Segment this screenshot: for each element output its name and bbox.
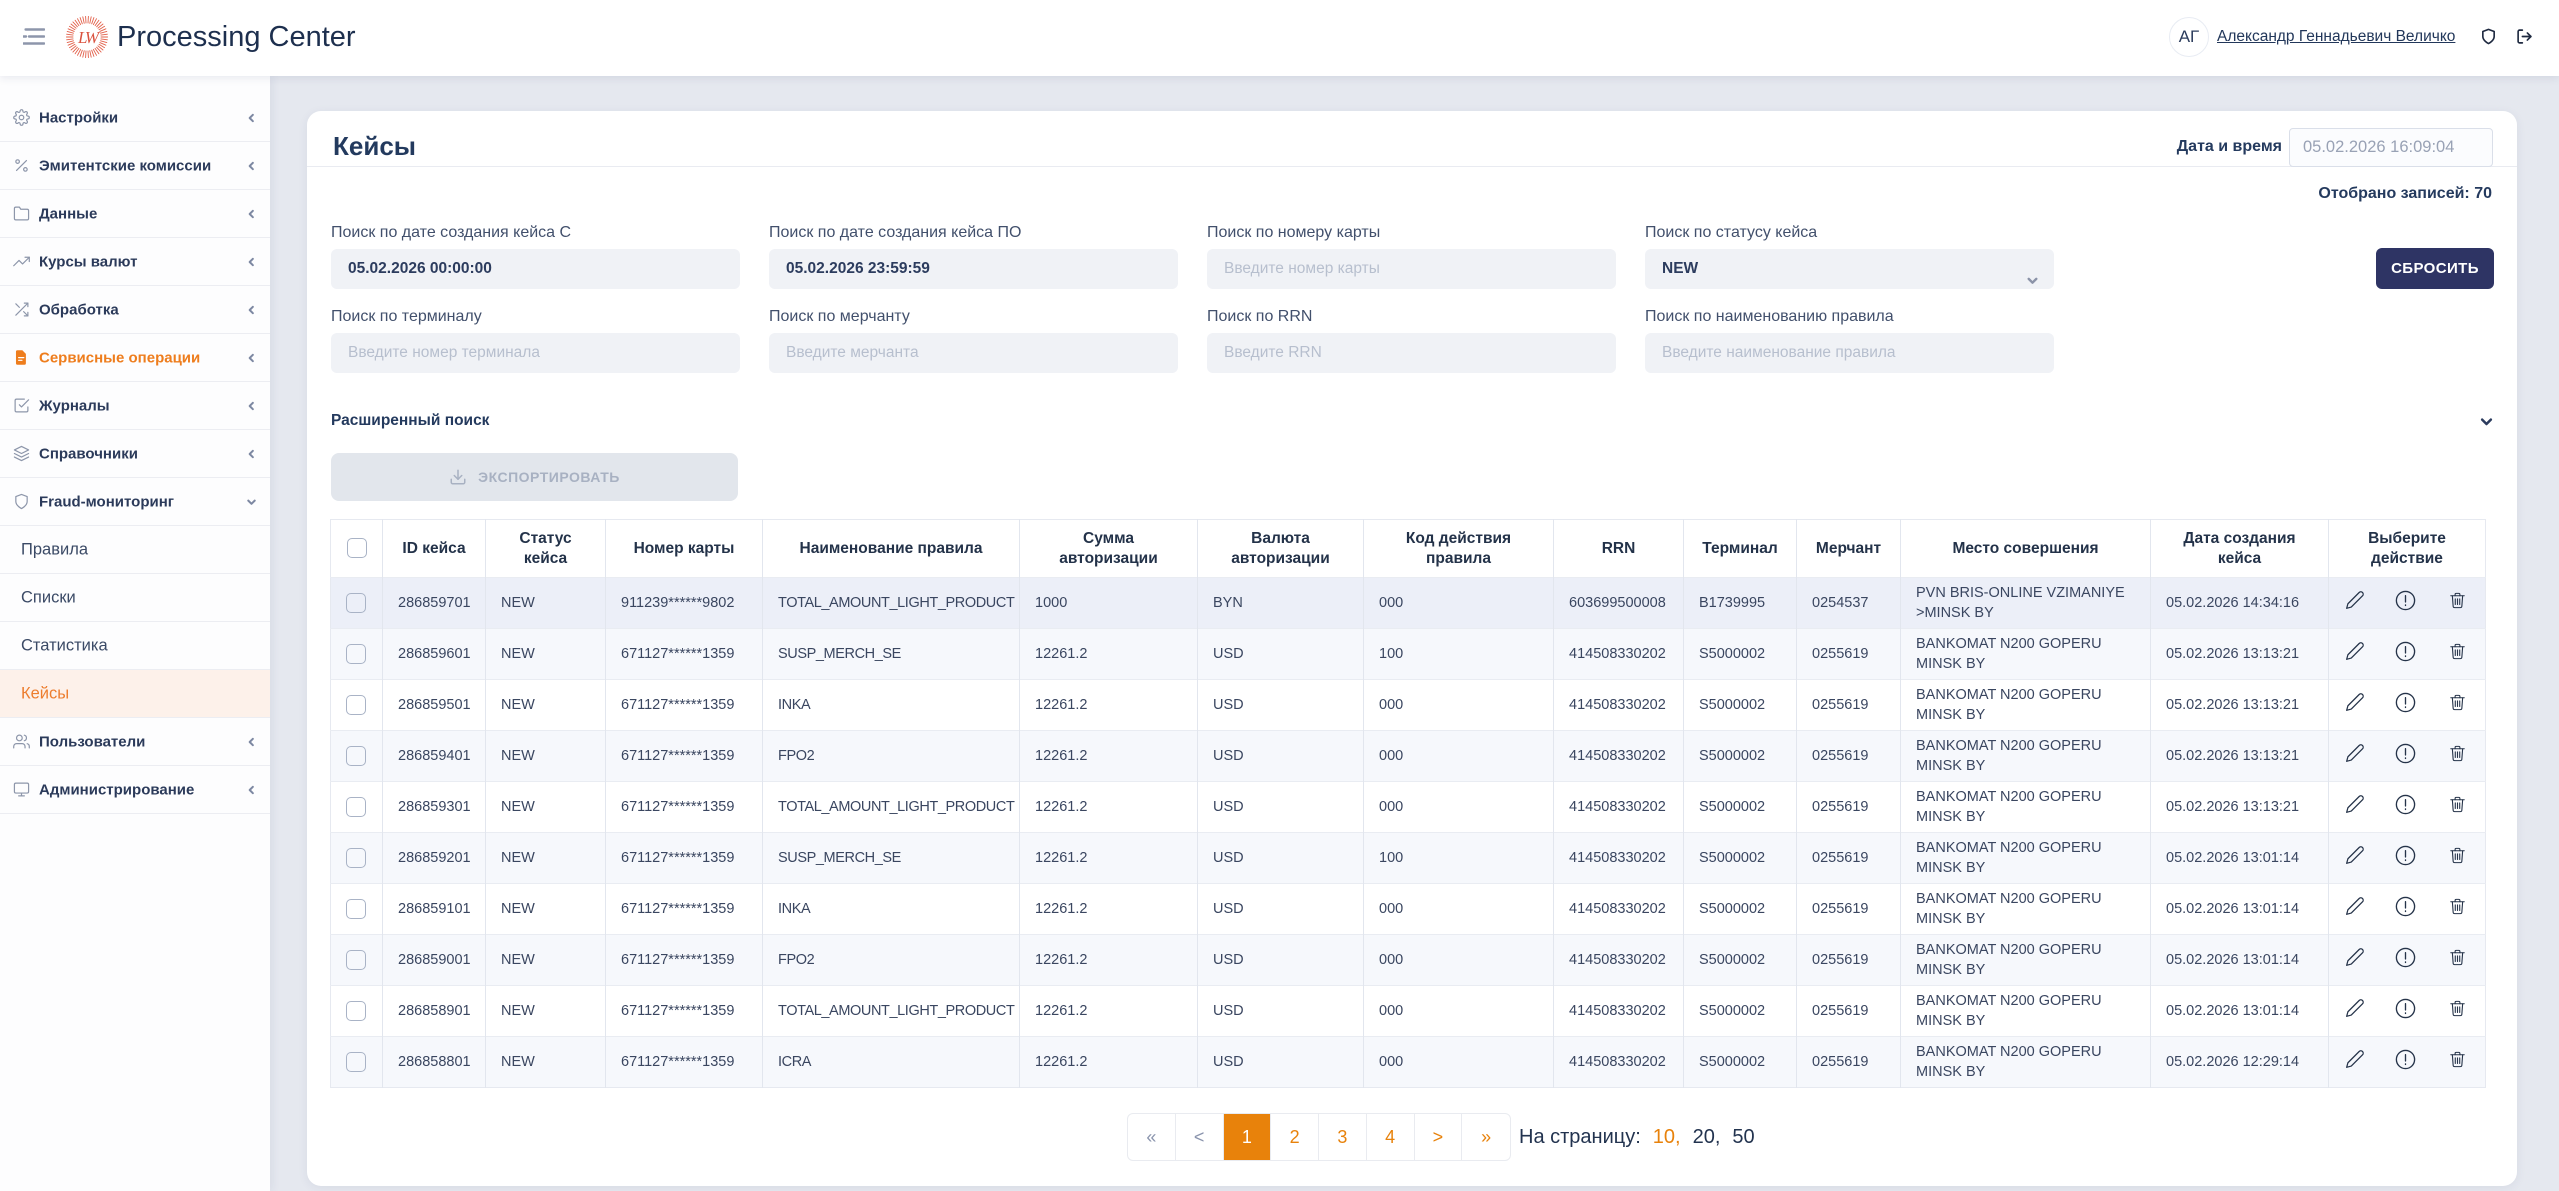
svg-text:LW: LW — [77, 28, 101, 47]
